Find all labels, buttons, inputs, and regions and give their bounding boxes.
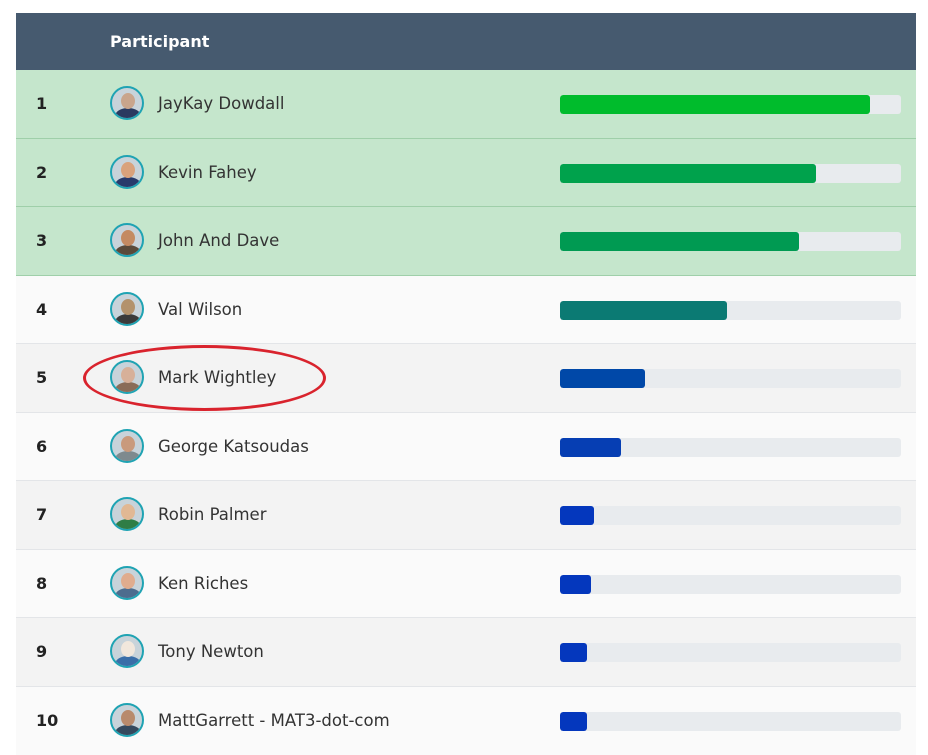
avatar[interactable] xyxy=(110,223,144,257)
avatar-body xyxy=(115,725,141,737)
progress-bar-fill xyxy=(560,164,816,183)
progress-bar-fill xyxy=(560,232,799,251)
leaderboard-row[interactable]: 3 John And Dave xyxy=(16,207,916,276)
participant-column-header: Participant xyxy=(110,13,209,70)
participant-name[interactable]: John And Dave xyxy=(158,207,279,275)
progress-bar xyxy=(560,506,901,525)
rank-number: 1 xyxy=(36,70,47,138)
progress-bar xyxy=(560,369,901,388)
avatar-body xyxy=(115,588,141,600)
avatar[interactable] xyxy=(110,703,144,737)
avatar-body xyxy=(115,519,141,531)
avatar-face xyxy=(121,162,135,178)
rank-number: 2 xyxy=(36,139,47,207)
participant-name[interactable]: Robin Palmer xyxy=(158,481,267,549)
avatar[interactable] xyxy=(110,86,144,120)
progress-bar-fill xyxy=(560,643,587,662)
avatar-face xyxy=(121,299,135,315)
leaderboard-rows: 1 JayKay Dowdall 2 Kevin Fahey 3 John And Dav… xyxy=(16,70,916,755)
avatar[interactable] xyxy=(110,497,144,531)
avatar-body xyxy=(115,245,141,257)
avatar-face xyxy=(121,230,135,246)
avatar[interactable] xyxy=(110,429,144,463)
progress-bar xyxy=(560,95,901,114)
avatar-face xyxy=(121,641,135,657)
avatar[interactable] xyxy=(110,292,144,326)
avatar-face xyxy=(121,367,135,383)
participant-name[interactable]: Val Wilson xyxy=(158,276,242,344)
progress-bar xyxy=(560,575,901,594)
progress-bar xyxy=(560,438,901,457)
progress-bar-fill xyxy=(560,95,870,114)
leaderboard-header: Participant xyxy=(16,13,916,70)
rank-number: 5 xyxy=(36,344,47,412)
progress-bar xyxy=(560,232,901,251)
progress-bar-fill xyxy=(560,301,727,320)
participant-name[interactable]: George Katsoudas xyxy=(158,413,309,481)
rank-number: 10 xyxy=(36,687,58,755)
progress-bar xyxy=(560,301,901,320)
leaderboard-row[interactable]: 8 Ken Riches xyxy=(16,550,916,619)
avatar[interactable] xyxy=(110,566,144,600)
progress-bar-fill xyxy=(560,712,587,731)
avatar-body xyxy=(115,656,141,668)
avatar[interactable] xyxy=(110,634,144,668)
participant-name[interactable]: Mark Wightley xyxy=(158,344,276,412)
leaderboard-row[interactable]: 9 Tony Newton xyxy=(16,618,916,687)
avatar-face xyxy=(121,573,135,589)
avatar-face xyxy=(121,504,135,520)
rank-number: 4 xyxy=(36,276,47,344)
participant-name[interactable]: Kevin Fahey xyxy=(158,139,257,207)
progress-bar-fill xyxy=(560,438,621,457)
avatar-body xyxy=(115,451,141,463)
leaderboard-row[interactable]: 1 JayKay Dowdall xyxy=(16,70,916,139)
rank-number: 8 xyxy=(36,550,47,618)
leaderboard-row[interactable]: 2 Kevin Fahey xyxy=(16,139,916,208)
participant-name[interactable]: Tony Newton xyxy=(158,618,264,686)
avatar-face xyxy=(121,710,135,726)
avatar-body xyxy=(115,108,141,120)
participant-name[interactable]: Ken Riches xyxy=(158,550,248,618)
progress-bar-fill xyxy=(560,575,591,594)
progress-bar xyxy=(560,643,901,662)
progress-bar-fill xyxy=(560,369,645,388)
avatar-body xyxy=(115,382,141,394)
avatar-face xyxy=(121,436,135,452)
rank-number: 9 xyxy=(36,618,47,686)
avatar[interactable] xyxy=(110,155,144,189)
progress-bar xyxy=(560,712,901,731)
avatar-body xyxy=(115,314,141,326)
avatar-body xyxy=(115,177,141,189)
progress-bar-fill xyxy=(560,506,594,525)
leaderboard-row[interactable]: 10 MattGarrett - MAT3-dot-com xyxy=(16,687,916,755)
rank-number: 3 xyxy=(36,207,47,275)
avatar[interactable] xyxy=(110,360,144,394)
participant-name[interactable]: JayKay Dowdall xyxy=(158,70,284,138)
participant-name[interactable]: MattGarrett - MAT3-dot-com xyxy=(158,687,390,755)
leaderboard-row[interactable]: 7 Robin Palmer xyxy=(16,481,916,550)
avatar-face xyxy=(121,93,135,109)
rank-number: 7 xyxy=(36,481,47,549)
leaderboard-row[interactable]: 5 Mark Wightley xyxy=(16,344,916,413)
rank-number: 6 xyxy=(36,413,47,481)
leaderboard-row[interactable]: 6 George Katsoudas xyxy=(16,413,916,482)
leaderboard-row[interactable]: 4 Val Wilson xyxy=(16,276,916,345)
progress-bar xyxy=(560,164,901,183)
